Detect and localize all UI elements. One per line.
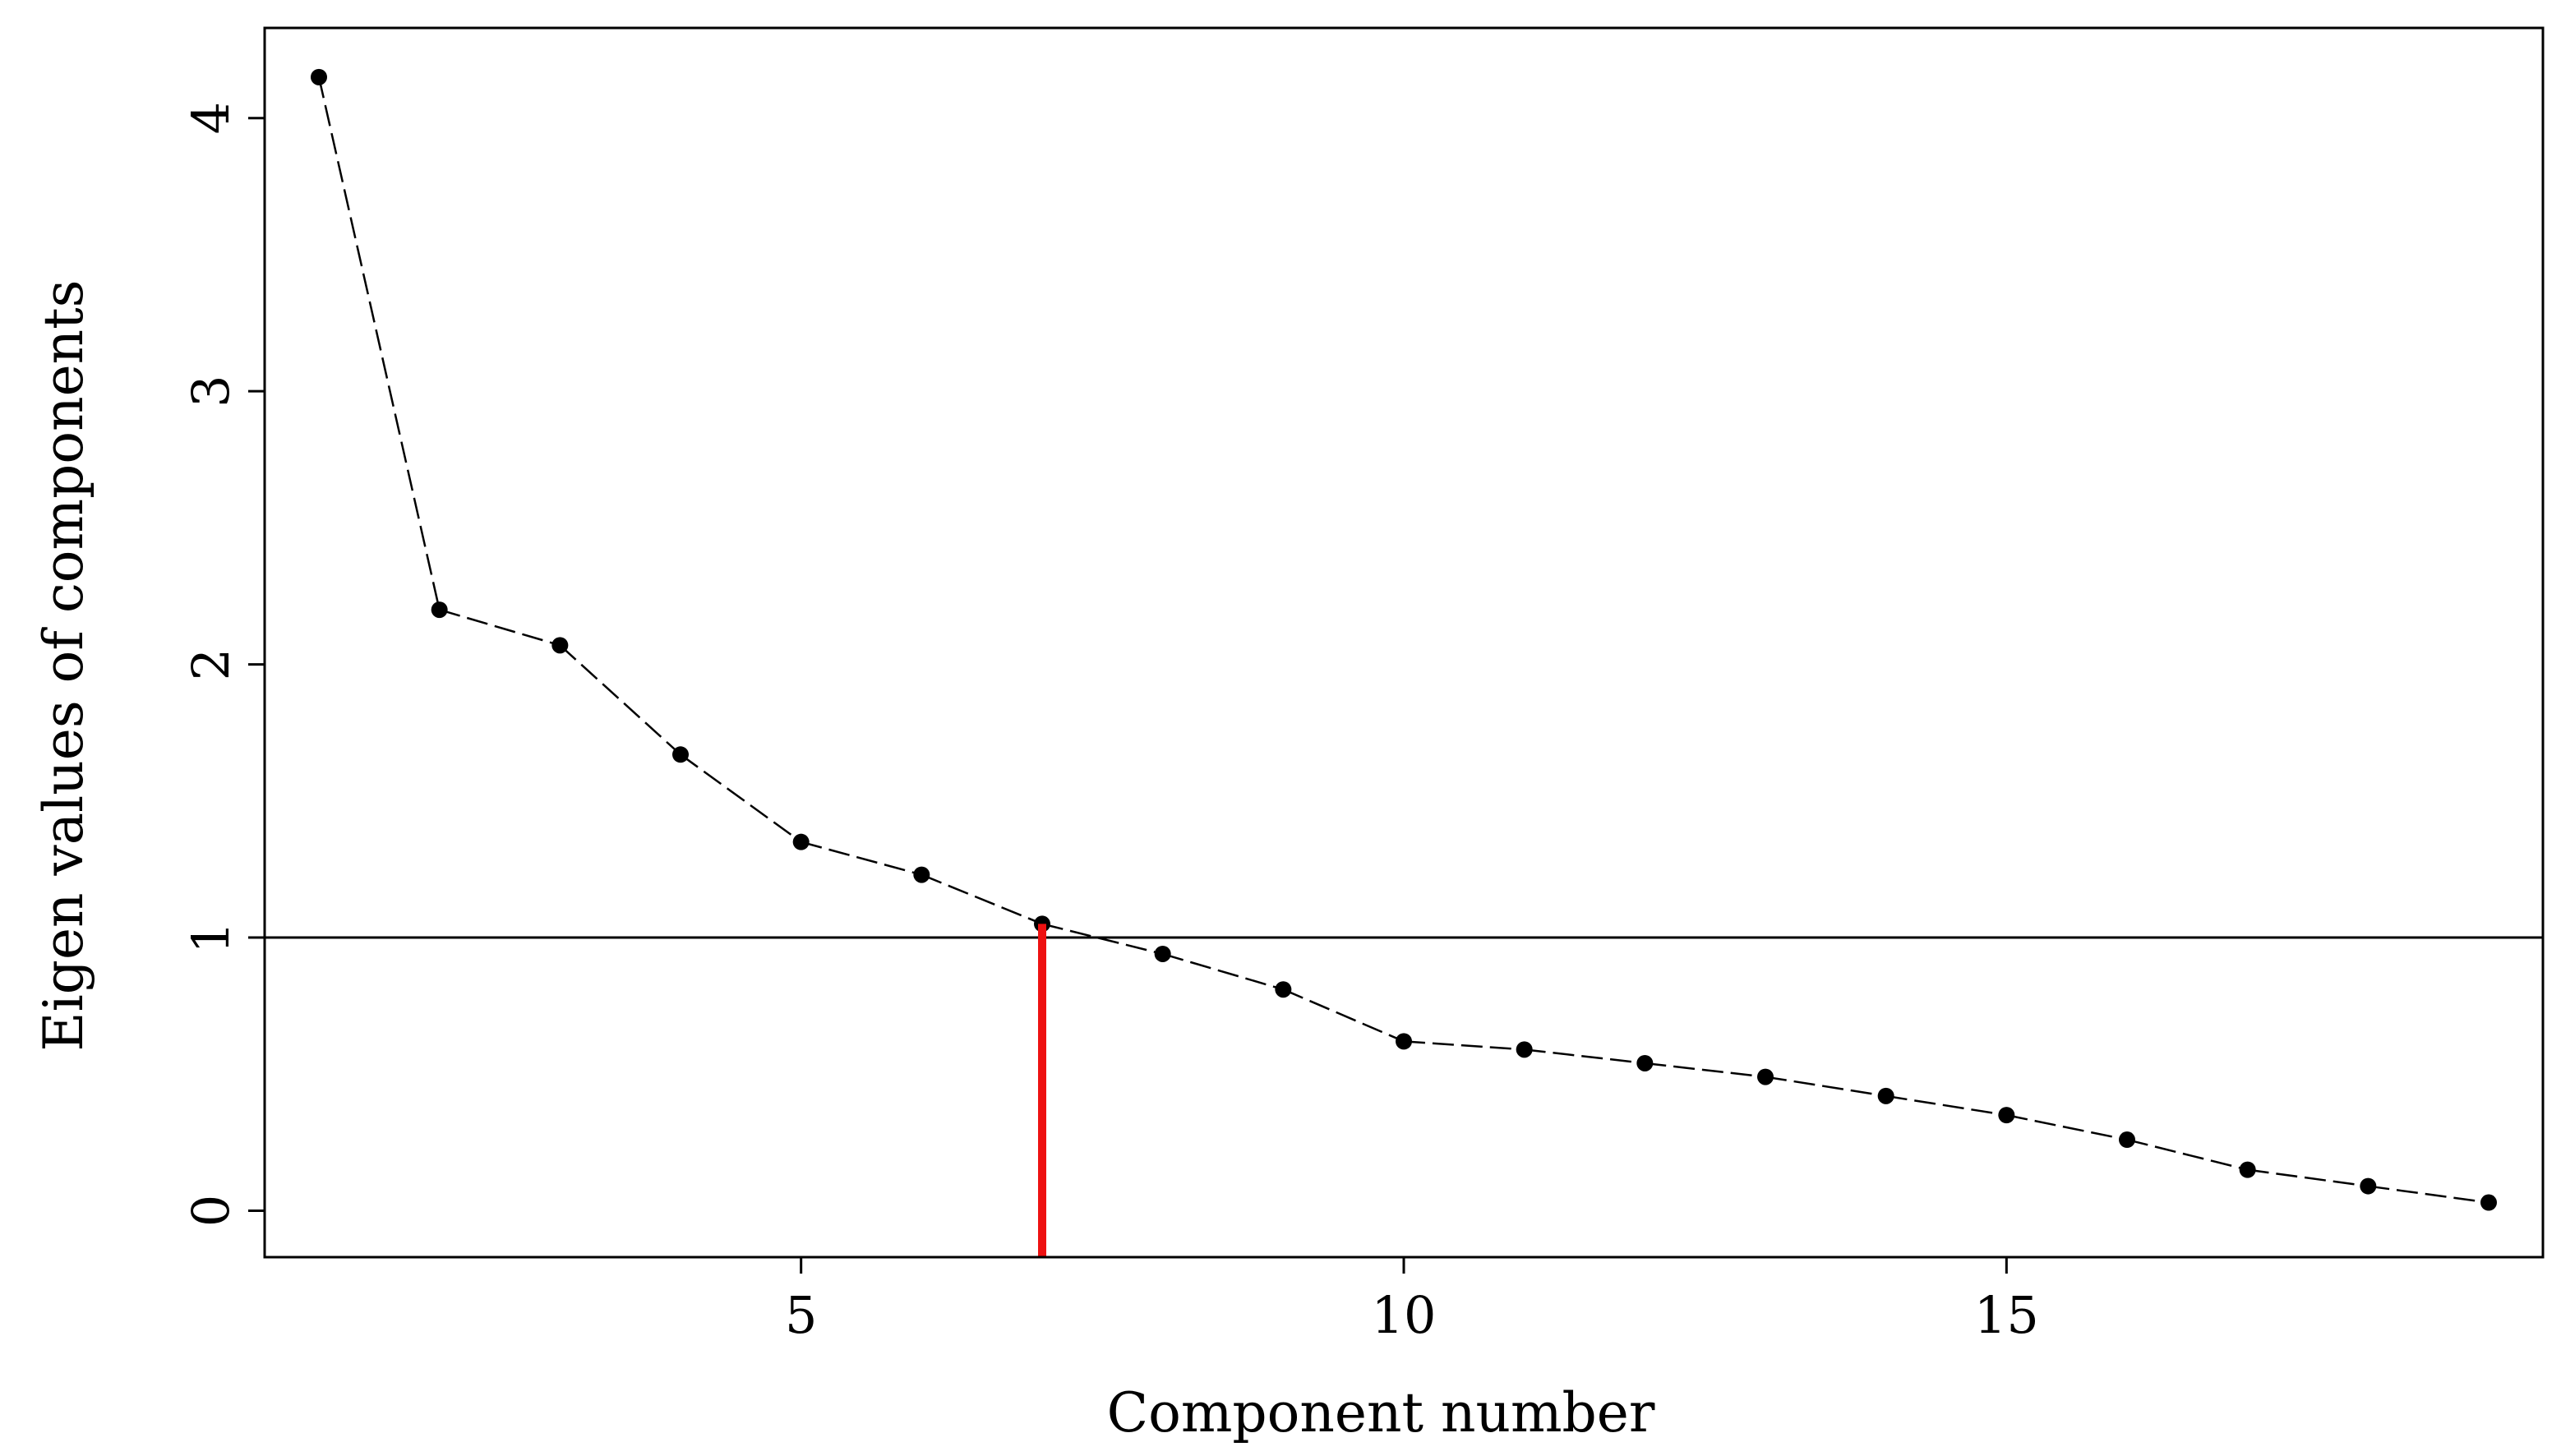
series-segment-11	[1525, 1049, 1645, 1063]
series-segment-5	[801, 842, 922, 875]
x-tick-label-15: 15	[1974, 1285, 2039, 1345]
data-point-3	[551, 637, 568, 653]
data-point-17	[2240, 1162, 2256, 1178]
data-point-16	[2119, 1131, 2135, 1148]
series-segment-12	[1645, 1063, 1765, 1077]
data-point-4	[672, 746, 689, 763]
x-tick-label-5: 5	[785, 1285, 817, 1345]
y-tick-label-1: 1	[181, 921, 241, 953]
series-segment-6	[921, 875, 1042, 924]
data-point-11	[1516, 1041, 1533, 1057]
series-segment-1	[319, 77, 440, 610]
data-point-18	[2360, 1178, 2376, 1195]
data-point-2	[431, 601, 448, 618]
y-axis-title: Eigen values of components	[32, 279, 95, 1051]
series-segment-17	[2248, 1170, 2369, 1186]
series-segment-4	[681, 754, 801, 841]
data-point-14	[1878, 1088, 1894, 1104]
data-point-15	[1998, 1107, 2014, 1123]
data-point-5	[793, 834, 810, 850]
data-point-19	[2480, 1195, 2497, 1211]
series-segment-10	[1404, 1041, 1525, 1049]
x-tick-label-10: 10	[1372, 1285, 1437, 1345]
data-point-9	[1275, 981, 1291, 998]
data-point-10	[1396, 1033, 1412, 1049]
data-point-8	[1155, 946, 1171, 962]
series-segment-15	[2006, 1115, 2127, 1140]
series-segment-9	[1283, 989, 1404, 1041]
y-tick-label-2: 2	[181, 648, 241, 680]
y-tick-label-4: 4	[181, 102, 241, 134]
plot-area: 5 10 15 0 1 2 3 4	[181, 69, 2543, 1345]
series-segment-18	[2368, 1186, 2489, 1203]
y-tick-label-0: 0	[181, 1195, 241, 1227]
series-segment-13	[1765, 1077, 1886, 1096]
series-segment-16	[2127, 1140, 2248, 1170]
series-segment-8	[1163, 954, 1284, 989]
series-segment-3	[560, 645, 681, 754]
series-segment-14	[1886, 1096, 2007, 1115]
data-point-1	[311, 69, 327, 85]
data-point-13	[1757, 1069, 1774, 1085]
data-point-12	[1636, 1055, 1653, 1071]
series-segment-2	[440, 610, 561, 645]
data-point-6	[913, 867, 930, 883]
series-segment-7	[1042, 924, 1163, 954]
y-tick-label-3: 3	[181, 375, 241, 407]
x-axis-title: Component number	[1107, 1381, 1655, 1444]
plot-frame	[265, 28, 2543, 1257]
